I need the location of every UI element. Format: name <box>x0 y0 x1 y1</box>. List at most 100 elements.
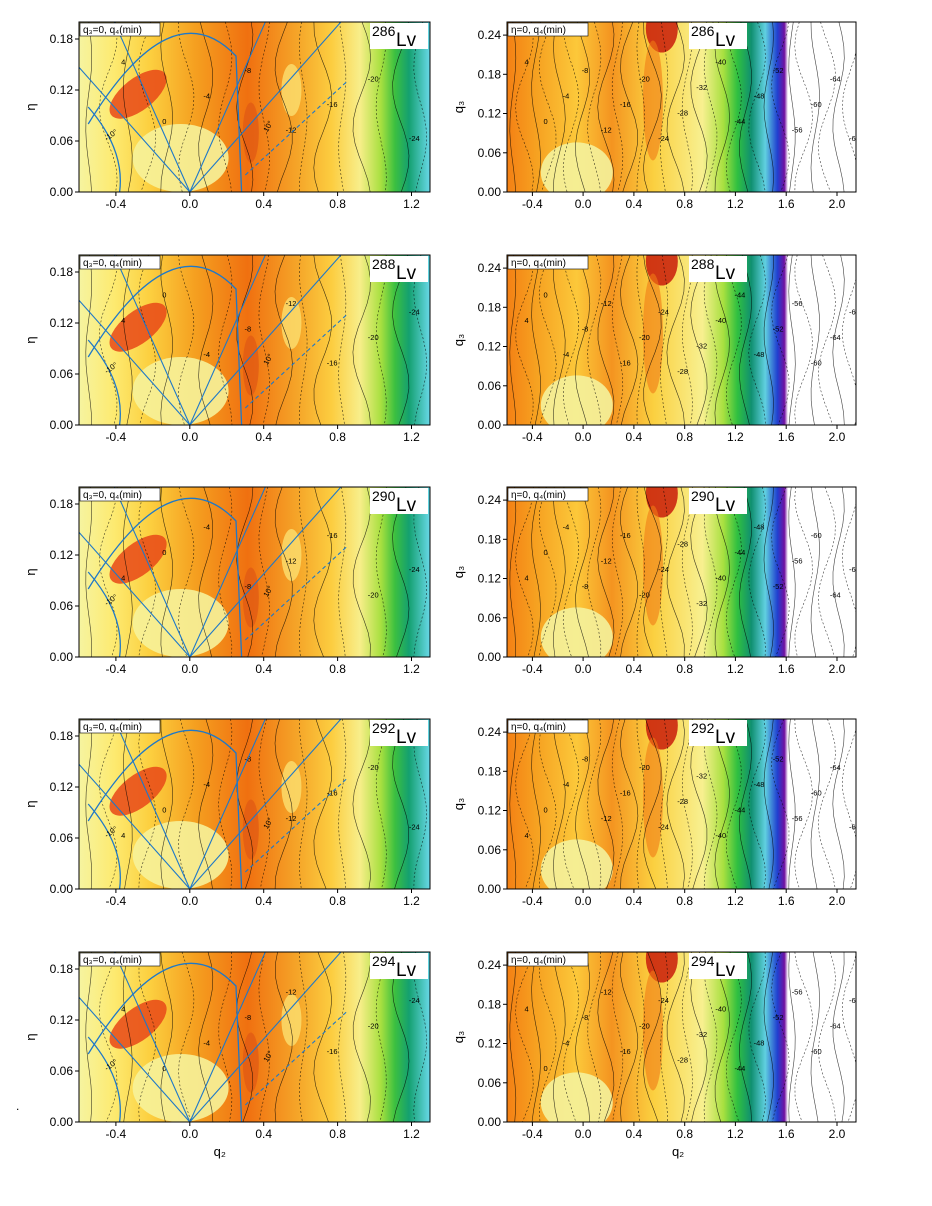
contour-line <box>338 952 347 1122</box>
contour-label: -20 <box>639 763 650 772</box>
barrier-ridge <box>242 799 259 860</box>
x-tick-label: 1.6 <box>778 430 795 444</box>
condition-label: η=0, q₄(min) <box>511 258 566 269</box>
condition-label-box: η=0, q₄(min) <box>507 719 589 734</box>
contour-label: -24 <box>658 823 669 832</box>
x-tick-label: 0.4 <box>255 430 272 444</box>
condition-label: q₃=0, q₄(min) <box>83 722 142 733</box>
contour-label: -24 <box>409 134 420 143</box>
x-tick-label: 1.2 <box>727 662 744 676</box>
nucleus-symbol: Lv <box>715 263 736 284</box>
contour-label: -24 <box>409 565 420 574</box>
radial-line <box>189 487 342 657</box>
x-tick-label: 2.0 <box>829 1127 846 1141</box>
contour-line <box>553 22 566 192</box>
condition-label: q₃=0, q₄(min) <box>83 490 142 501</box>
condition-label-box: q₃=0, q₄(min) <box>79 487 161 502</box>
nucleus-mass-number: 288 <box>372 256 396 272</box>
contour-line <box>690 22 708 192</box>
y-tick-label: 0.06 <box>478 1076 502 1090</box>
contour-line <box>531 487 541 657</box>
x-tick-label: 1.6 <box>778 1127 795 1141</box>
contour-line <box>122 719 133 889</box>
contour-line <box>666 22 685 192</box>
contour-line <box>763 487 774 657</box>
arc-outer <box>87 729 243 889</box>
contour-line <box>725 22 742 192</box>
contour-label: 4 <box>525 1005 529 1014</box>
x-tick-label: 2.0 <box>829 662 846 676</box>
contour-line <box>198 719 214 889</box>
contour-line <box>122 22 133 192</box>
nucleus-label-background <box>370 23 428 49</box>
condition-label-background <box>507 719 589 734</box>
contour-label: -4 <box>563 350 570 359</box>
plot-frame <box>506 951 857 1123</box>
plot-frame <box>78 951 431 1123</box>
contour-label: 0 <box>544 117 548 126</box>
x-tick-label: 0.0 <box>181 430 198 444</box>
contour-line <box>725 719 742 889</box>
condition-label-box: q₃=0, q₄(min) <box>79 255 161 270</box>
y-tick-label: 0.00 <box>50 1115 74 1129</box>
contour-line <box>703 255 718 425</box>
contour-line <box>515 487 534 657</box>
contour-line <box>788 255 796 425</box>
contour-line <box>597 719 615 889</box>
y-tick-label: 0.12 <box>478 340 502 354</box>
spherical-region <box>540 375 613 425</box>
contour-line <box>575 487 590 657</box>
stray-dot: . <box>16 1099 19 1113</box>
contour-line <box>587 719 602 889</box>
contour-label: -68 <box>849 134 860 143</box>
y-axis-title: η <box>23 568 38 575</box>
contour-line <box>660 487 668 657</box>
contour-line <box>375 487 387 657</box>
contour-label: -32 <box>696 599 707 608</box>
contour-label: -24 <box>658 996 669 1005</box>
contour-line <box>841 501 856 657</box>
contour-label: -60 <box>811 359 822 368</box>
y-tick-label: 0.00 <box>478 1115 502 1129</box>
contour-line <box>338 719 347 889</box>
contour-line <box>313 255 332 425</box>
radial-line <box>113 22 191 192</box>
contour-label: -8 <box>582 66 589 75</box>
contour-line <box>620 487 639 657</box>
contour-line <box>611 487 624 657</box>
radial-line <box>79 299 191 425</box>
y-tick-label: 0.12 <box>478 107 502 121</box>
contour-line <box>562 255 580 425</box>
contour-label: -24 <box>658 308 669 317</box>
contour-line <box>748 952 766 1122</box>
contour-label: 0 <box>544 291 548 300</box>
y-axis-title: η <box>23 336 38 343</box>
contour-line <box>771 22 790 192</box>
contour-label: 0 <box>544 548 548 557</box>
radial-line <box>189 719 266 889</box>
contour-line <box>810 487 820 657</box>
contour-line <box>794 22 813 192</box>
contour-label: -40 <box>715 1005 726 1014</box>
condition-label-background <box>79 487 161 502</box>
nucleus-mass-number: 294 <box>372 953 396 969</box>
y-tick-label: 0.00 <box>478 185 502 199</box>
x-tick-label: 0.8 <box>676 430 693 444</box>
contour-line <box>681 487 693 657</box>
contour-line <box>274 255 293 425</box>
plot-frame <box>78 718 431 890</box>
contour-line <box>788 952 796 1122</box>
contour-line <box>299 719 308 889</box>
x-tick-label: -0.4 <box>106 197 127 211</box>
saddle-region <box>281 994 302 1046</box>
contour-label: -52 <box>773 1013 784 1022</box>
contour-line <box>376 255 387 425</box>
contour-line <box>725 952 742 1122</box>
nucleus-label-background <box>689 256 747 282</box>
contour-label: -40 <box>715 316 726 325</box>
contour-label: -20 <box>368 591 379 600</box>
contour-line <box>597 952 615 1122</box>
x-tick-label: 1.2 <box>727 430 744 444</box>
x-tick-label: -0.4 <box>106 1127 127 1141</box>
contour-line <box>714 952 730 1122</box>
